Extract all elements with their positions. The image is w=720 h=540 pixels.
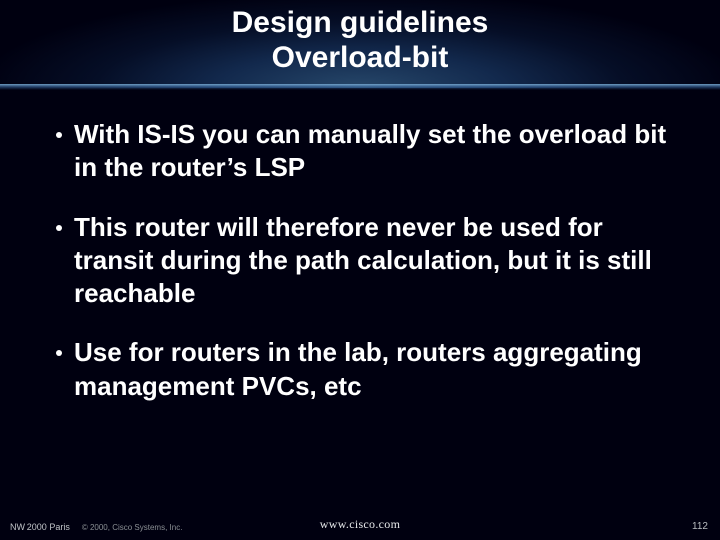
bullet-dot-icon [56, 132, 62, 138]
slide-title: Design guidelines Overload-bit [0, 6, 720, 75]
bullet-text: This router will therefore never be used… [74, 211, 676, 311]
title-line-1: Design guidelines [232, 6, 489, 39]
bullet-item: This router will therefore never be used… [56, 211, 676, 311]
title-line-2: Overload-bit [272, 41, 449, 74]
bullet-text: Use for routers in the lab, routers aggr… [74, 336, 676, 403]
bullet-text: With IS-IS you can manually set the over… [74, 118, 676, 185]
footer-url: www.cisco.com [0, 517, 720, 532]
content-area: With IS-IS you can manually set the over… [56, 118, 676, 429]
footer: NW 2000 Paris © 2000, Cisco Systems, Inc… [0, 514, 720, 540]
page-number: 112 [692, 521, 708, 532]
bullet-dot-icon [56, 350, 62, 356]
bullet-dot-icon [56, 225, 62, 231]
slide: Design guidelines Overload-bit With IS-I… [0, 0, 720, 540]
bullet-item: With IS-IS you can manually set the over… [56, 118, 676, 185]
bullet-item: Use for routers in the lab, routers aggr… [56, 336, 676, 403]
